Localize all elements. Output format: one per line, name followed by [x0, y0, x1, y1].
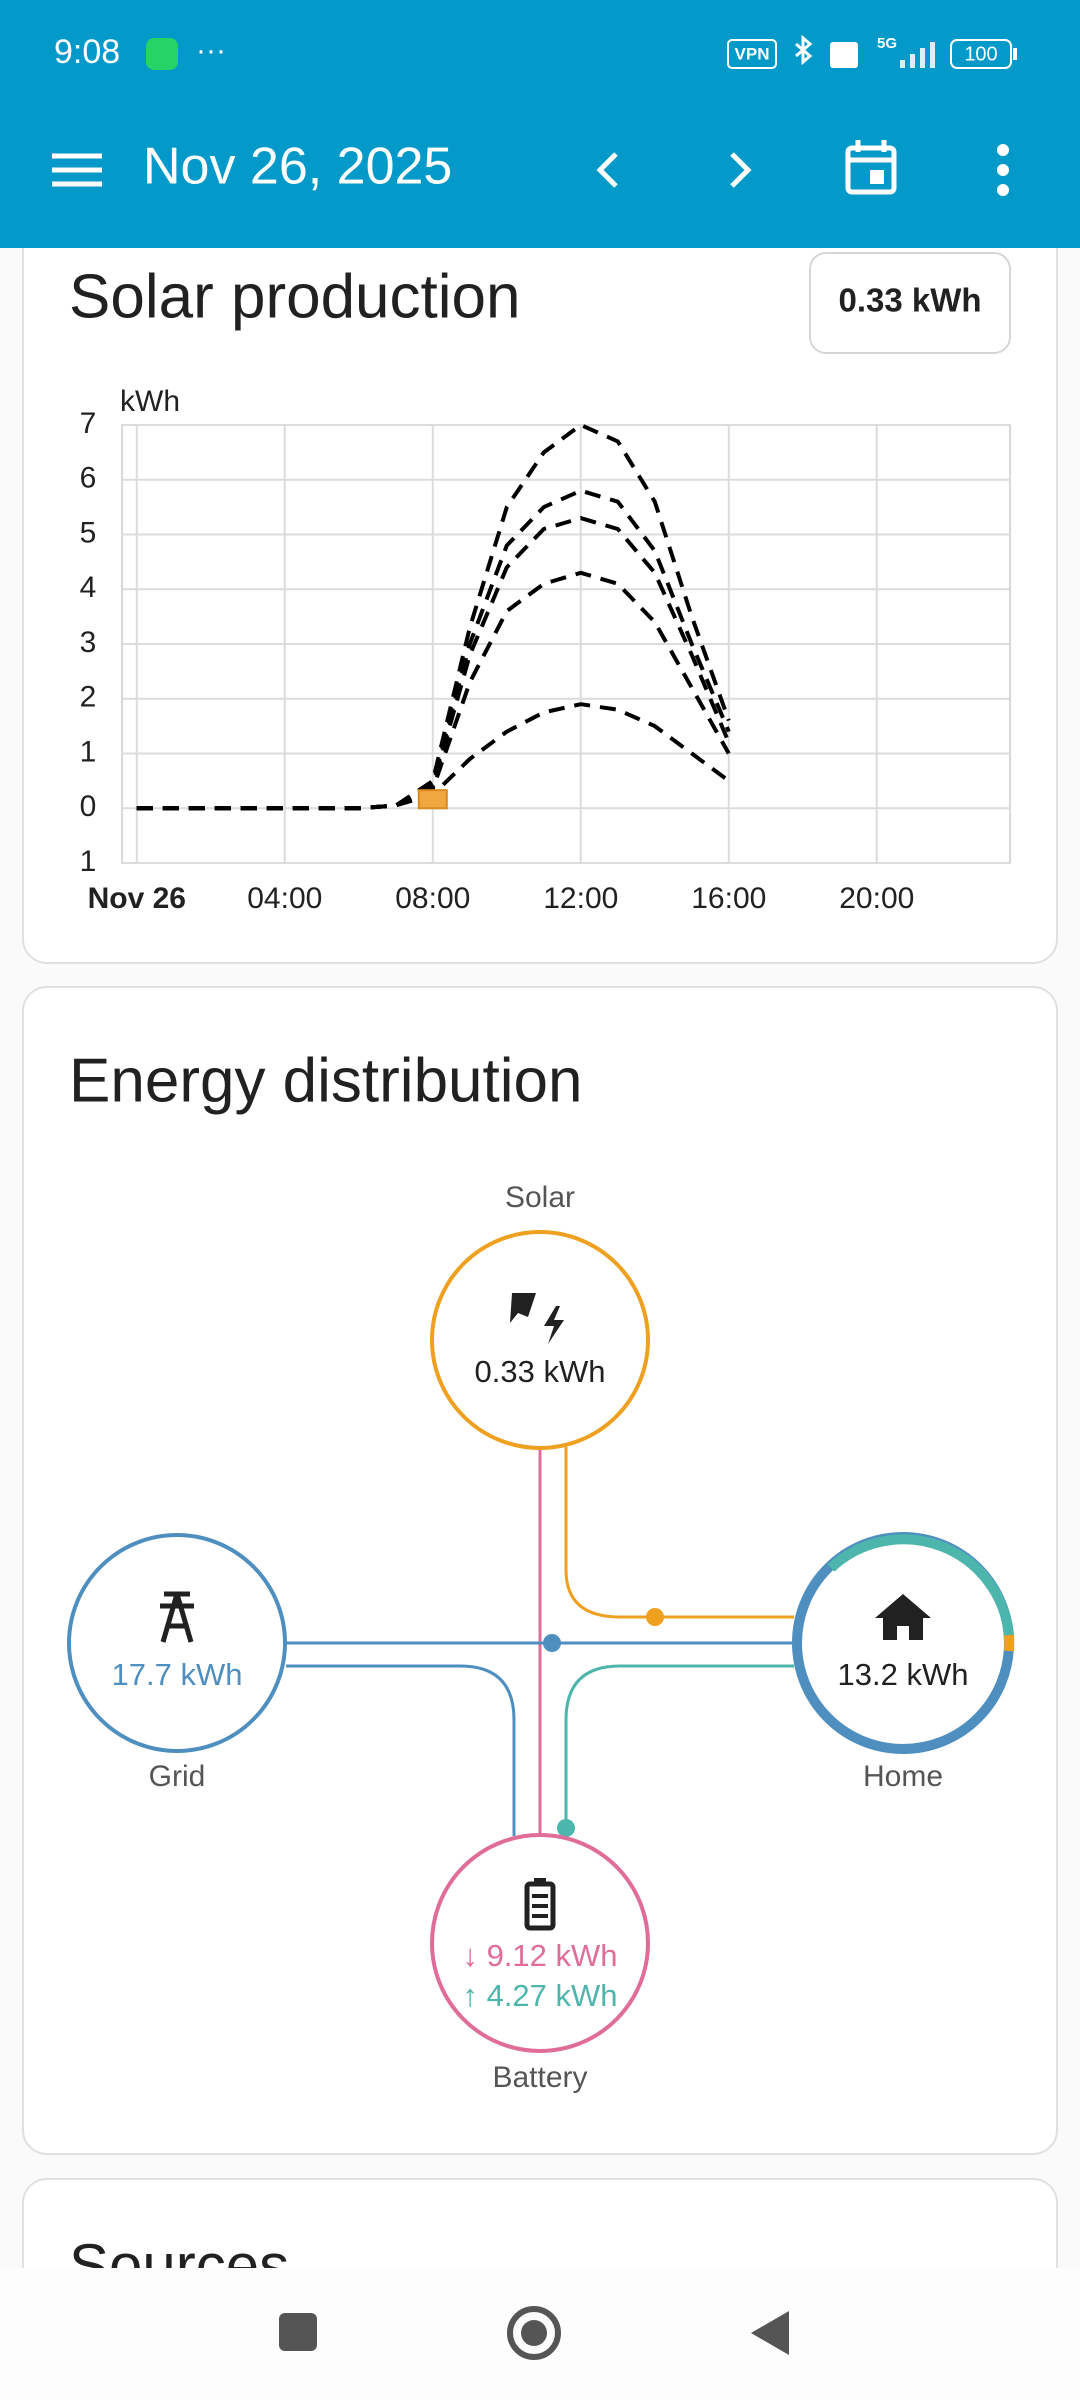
y-tick-label: 0 — [80, 790, 97, 823]
y-tick-label: 6 — [80, 462, 97, 495]
volte-icon — [830, 42, 858, 68]
energy-title: Energy distribution — [69, 1046, 583, 1115]
y-tick-label: 1 — [80, 735, 97, 768]
home-ring-battery — [827, 1534, 1014, 1636]
solar-icon — [510, 1293, 564, 1344]
bluetooth-icon — [795, 34, 813, 66]
grid-value: 17.7 kWh — [112, 1657, 243, 1692]
sources-title: Sources — [69, 2232, 289, 2299]
prev-button[interactable] — [596, 152, 618, 188]
flow-solar-home — [564, 1447, 794, 1619]
calendar-button[interactable] — [845, 140, 897, 195]
battery-out: ↑ 4.27 kWh — [462, 1978, 617, 2013]
status-time: 9:08 — [54, 33, 120, 71]
network: 5G — [877, 35, 897, 52]
x-tick-label: 08:00 — [395, 882, 470, 915]
vpn-box — [727, 39, 777, 69]
flow-grid-battery — [286, 1664, 516, 1836]
forecast-line — [136, 488, 731, 811]
grid-node[interactable] — [67, 1533, 287, 1753]
forecast-line — [136, 423, 731, 811]
next-button[interactable] — [730, 152, 752, 188]
x-tick-label: 12:00 — [543, 882, 618, 915]
forecast-line — [136, 516, 731, 811]
overflow-button[interactable] — [997, 144, 1009, 196]
flows — [286, 1447, 794, 1836]
grid-label: Grid — [149, 1760, 206, 1793]
flow-battery-home — [564, 1664, 794, 1828]
solar-node[interactable] — [430, 1230, 650, 1450]
total-value: 0.33 kWh — [838, 282, 981, 319]
battery-tip — [1013, 48, 1017, 60]
y-tick-label: 3 — [80, 626, 97, 659]
battery-in: ↓ 9.12 kWh — [462, 1938, 617, 1973]
flow-dot — [557, 1819, 575, 1837]
home-button[interactable] — [507, 2306, 561, 2360]
x-tick-label: Nov 26 — [88, 882, 186, 915]
x-tick-label: 04:00 — [247, 882, 322, 915]
y-tick-label: 5 — [80, 516, 97, 549]
battery-icon — [524, 1878, 556, 1931]
home-label: Home — [863, 1760, 943, 1793]
back-button[interactable] — [751, 2311, 789, 2355]
y-tick-label: 7 — [80, 407, 97, 440]
solar-chart: 7 6 5 4 3 2 1 0 1 Nov 26 04:00 08:00 12:00 16:00 20:00… — [80, 385, 1011, 915]
solar-label: Solar — [505, 1181, 575, 1214]
flow-dot — [646, 1608, 664, 1626]
solar-value: 0.33 kWh — [475, 1354, 606, 1389]
vpn: VPN — [735, 44, 770, 63]
home-icon — [875, 1594, 931, 1640]
x-tick-label: 16:00 — [691, 882, 766, 915]
solar-title: Solar production — [69, 262, 521, 331]
battery-level: 100 — [964, 43, 997, 65]
whatsapp-icon — [146, 38, 178, 70]
total-badge[interactable] — [809, 252, 1011, 354]
flow-dot — [543, 1634, 561, 1652]
y-tick-label: 1 — [80, 845, 97, 878]
grid-icon — [160, 1591, 194, 1643]
x-tick-label: 20:00 — [839, 882, 914, 915]
home-button-dot — [521, 2320, 547, 2346]
battery-node[interactable] — [430, 1833, 650, 2053]
app-bar — [0, 0, 1080, 248]
battery-status — [950, 39, 1012, 69]
recents-button[interactable] — [279, 2313, 317, 2351]
y-tick-label: 2 — [80, 681, 97, 714]
status-more: ··· — [196, 34, 226, 67]
forecast-line — [136, 570, 731, 811]
app-date: Nov 26, 2025 — [143, 138, 452, 196]
menu-button[interactable] — [52, 153, 102, 187]
y-tick-label: 4 — [80, 571, 97, 604]
bar — [417, 789, 448, 810]
y-axis-label: kWh — [120, 385, 180, 418]
battery-label: Battery — [492, 2061, 587, 2094]
signal-icon — [900, 42, 935, 68]
home-value: 13.2 kWh — [838, 1657, 969, 1692]
